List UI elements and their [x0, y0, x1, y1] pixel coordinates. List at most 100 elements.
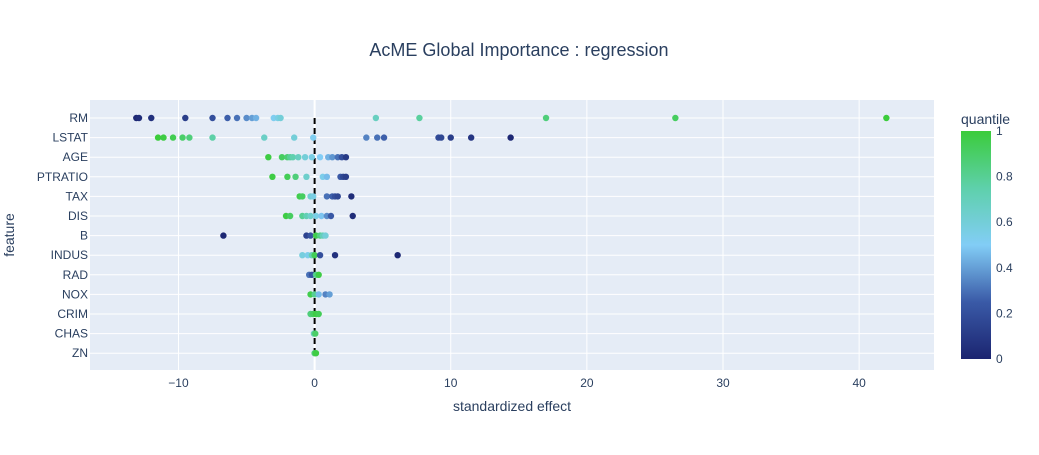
data-point [307, 212, 314, 220]
data-point [278, 154, 286, 161]
data-point [323, 193, 331, 200]
y-tick-label: ZN [72, 346, 88, 360]
x-tick-label: 40 [852, 376, 866, 390]
data-point [348, 193, 355, 200]
y-tick-label: PTRATIO [37, 170, 88, 184]
data-point [289, 154, 297, 161]
data-point [312, 330, 319, 337]
data-point [154, 134, 162, 141]
data-point [182, 114, 189, 122]
data-point [311, 252, 318, 259]
data-point [326, 291, 333, 298]
colorbar-tick-label: 0.4 [996, 261, 1013, 275]
data-point [299, 193, 306, 200]
data-point [349, 212, 356, 220]
y-tick-label: CRIM [57, 307, 88, 321]
data-point [315, 291, 322, 298]
data-point [307, 232, 314, 239]
colorbar-title: quantile [961, 111, 1010, 127]
y-tick-label: RM [69, 111, 88, 125]
data-point [303, 173, 310, 180]
data-point [318, 212, 325, 220]
data-point [277, 114, 284, 122]
data-point [308, 154, 316, 161]
data-point [467, 134, 475, 141]
data-point [148, 114, 155, 122]
y-tick-label: NOX [62, 287, 88, 301]
data-point [374, 134, 381, 141]
data-point [416, 114, 423, 122]
data-point [252, 114, 260, 122]
colorbar-tick-label: 0.6 [996, 215, 1013, 229]
data-point [316, 154, 324, 161]
data-point [542, 114, 550, 122]
x-tick-label: −10 [168, 376, 189, 390]
data-point [310, 134, 317, 141]
x-tick-label: 20 [580, 376, 594, 390]
data-point [315, 310, 322, 318]
data-point [299, 252, 306, 259]
data-point [301, 154, 309, 161]
data-point [220, 232, 227, 239]
colorbar-tick-label: 0 [996, 352, 1003, 366]
data-points [133, 114, 890, 357]
data-point [315, 271, 322, 278]
y-axis-ticks: RM LSTAT AGE PTRATIO TAX DIS B INDUS RAD NOX CRIM C… [37, 111, 89, 360]
data-point [135, 114, 143, 122]
y-tick-label: TAX [66, 189, 88, 203]
data-point [290, 134, 298, 141]
data-point [160, 134, 167, 141]
y-tick-label: LSTAT [52, 131, 88, 145]
y-tick-label: AGE [63, 150, 88, 164]
x-axis-title: standardized effect [453, 398, 571, 414]
data-point [243, 114, 250, 122]
data-point [883, 114, 890, 122]
data-point [292, 173, 299, 180]
colorbar: quantile 0 0.2 0.4 0.6 0.8 1 [961, 111, 1013, 366]
data-point [286, 212, 294, 220]
data-point [507, 134, 514, 141]
data-point [322, 232, 329, 239]
data-point [334, 193, 341, 200]
data-point [316, 252, 324, 259]
y-tick-label: INDUS [51, 248, 88, 262]
data-point [331, 252, 339, 259]
data-point [672, 114, 679, 122]
data-point [312, 350, 320, 357]
x-tick-label: 30 [716, 376, 730, 390]
data-point [169, 134, 177, 141]
data-point [265, 154, 272, 161]
data-point [394, 252, 401, 259]
data-point [261, 134, 268, 141]
data-point [186, 134, 193, 141]
colorbar-tick-label: 0.8 [996, 170, 1013, 184]
y-tick-label: DIS [68, 209, 88, 223]
data-point [342, 154, 350, 161]
colorbar-tick-label: 1 [996, 124, 1003, 138]
data-point [269, 173, 276, 180]
data-point [284, 173, 291, 180]
data-point [179, 134, 186, 141]
data-point [447, 134, 454, 141]
data-point [323, 173, 331, 180]
data-point [342, 173, 350, 180]
data-point [438, 134, 445, 141]
y-tick-label: CHAS [55, 327, 88, 341]
x-tick-label: 10 [444, 376, 458, 390]
data-point [310, 193, 317, 200]
data-point [209, 134, 216, 141]
data-point [380, 134, 388, 141]
colorbar-ticks: 0 0.2 0.4 0.6 0.8 1 [996, 124, 1013, 366]
chart-title: AcME Global Importance : regression [369, 40, 668, 60]
data-point [327, 212, 335, 220]
y-tick-label: B [80, 229, 88, 243]
data-point [329, 154, 336, 161]
y-tick-label: RAD [63, 268, 89, 282]
colorbar-tick-label: 0.2 [996, 306, 1013, 320]
y-axis-title: feature [1, 213, 17, 257]
plot-area [90, 100, 934, 370]
x-tick-label: 0 [311, 376, 318, 390]
data-point [209, 114, 216, 122]
data-point [363, 134, 370, 141]
